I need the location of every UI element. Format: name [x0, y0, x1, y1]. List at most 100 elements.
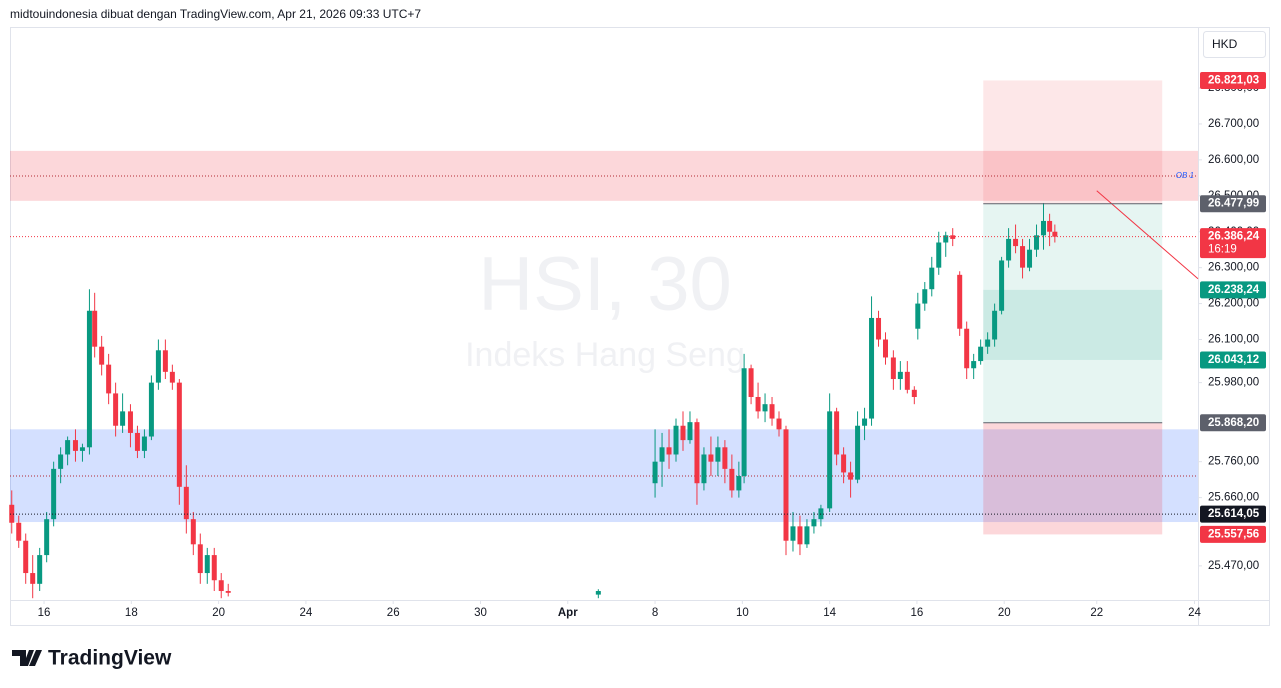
candle-body — [218, 580, 224, 592]
brand: TradingView — [48, 647, 172, 670]
candle-body — [848, 472, 854, 480]
candle-body — [762, 404, 768, 412]
candle-body — [776, 418, 782, 430]
y-tick-label: 25.660,00 — [1208, 492, 1259, 504]
candle-body — [827, 411, 833, 509]
candle-body — [595, 591, 601, 595]
y-tick-label: 25.980,00 — [1208, 377, 1259, 389]
candle-body — [971, 361, 977, 369]
x-tick-label: 30 — [474, 607, 487, 619]
x-tick-label: 8 — [652, 607, 658, 619]
candle-body — [16, 522, 22, 541]
price-label: 25.868,20 — [1208, 417, 1259, 429]
candle-body — [30, 573, 36, 584]
candle-body — [1047, 220, 1053, 232]
candle-body — [99, 346, 105, 365]
candle-body — [652, 461, 658, 484]
candle-body — [680, 425, 686, 441]
x-tick-label: 26 — [387, 607, 400, 619]
candle-body — [1034, 235, 1040, 250]
price-badge — [1200, 525, 1266, 543]
price-label: 26.386,24 — [1208, 231, 1260, 243]
header: midtouindonesia dibuat dengan TradingVie… — [10, 7, 421, 21]
candle-body — [957, 274, 963, 329]
zone — [983, 289, 1163, 360]
price-badge — [1200, 195, 1266, 213]
candle-body — [729, 468, 735, 491]
candle-body — [769, 404, 775, 419]
x-tick-label: 22 — [1090, 607, 1103, 619]
candle-body — [904, 371, 910, 390]
candle-body — [225, 591, 231, 593]
candle-body — [162, 350, 168, 372]
zone — [983, 80, 1163, 204]
currency[interactable]: HKD — [1212, 37, 1238, 51]
candle-body — [155, 350, 161, 383]
candle-body — [755, 396, 761, 412]
candle-body — [79, 447, 85, 451]
candle-body — [1006, 238, 1012, 261]
candle-body — [44, 519, 50, 556]
candle-body — [790, 526, 796, 541]
candle-body — [922, 289, 928, 304]
price-label: 26.043,12 — [1208, 354, 1259, 366]
x-tick-label: Apr — [558, 607, 578, 619]
x-tick-label: 16 — [38, 607, 51, 619]
candle-body — [113, 393, 119, 426]
candle-body — [666, 447, 672, 455]
y-tick-label: 25.760,00 — [1208, 456, 1259, 468]
logo — [12, 650, 42, 666]
candle-body — [9, 504, 15, 523]
candle-body — [211, 555, 217, 581]
candle-body — [783, 429, 789, 541]
candle-body — [23, 540, 29, 574]
price-label: 26.477,99 — [1208, 198, 1259, 210]
candle-body — [890, 357, 896, 380]
frame — [10, 27, 1270, 626]
candle-body — [736, 476, 742, 491]
candle-body — [876, 317, 882, 340]
price-badge — [1200, 351, 1266, 369]
candle-body — [65, 440, 71, 455]
candle-body — [148, 382, 154, 437]
candle-body — [1040, 220, 1046, 236]
candle-body — [51, 468, 57, 520]
candle-body — [936, 242, 942, 268]
price-label: 25.614,05 — [1208, 508, 1260, 520]
candle-body — [855, 425, 861, 480]
price-badge — [1200, 228, 1266, 259]
candle-body — [741, 368, 747, 477]
price-label: 26.238,24 — [1208, 284, 1260, 296]
candle-body — [834, 411, 840, 455]
x-tick-label: 18 — [125, 607, 138, 619]
price-badge — [1200, 505, 1266, 523]
candle-body — [862, 418, 868, 426]
candle-body — [708, 454, 714, 462]
candle-body — [1020, 246, 1026, 268]
currency-box[interactable] — [1203, 31, 1266, 58]
candle-body — [911, 389, 917, 397]
candle-body — [106, 364, 112, 394]
candle-body — [978, 346, 984, 362]
candle-body — [841, 454, 847, 473]
candle-body — [929, 267, 935, 290]
candle-body — [897, 371, 903, 380]
x-tick-label: 10 — [736, 607, 749, 619]
candle-body — [701, 454, 707, 484]
price-badge — [1200, 281, 1266, 299]
zone — [983, 422, 1163, 535]
price-badge — [1200, 71, 1266, 89]
candle-body — [58, 454, 64, 469]
x-tick-label: 24 — [1188, 607, 1201, 619]
candle-body — [169, 371, 175, 383]
candle-body — [72, 440, 78, 451]
candle-body — [659, 447, 665, 462]
price-label: 25.557,56 — [1208, 528, 1259, 540]
candle-body — [748, 368, 754, 397]
price-label: 26.821,03 — [1208, 74, 1259, 86]
candle-body — [1013, 238, 1019, 247]
candle-body — [804, 526, 810, 545]
candle-body — [915, 303, 921, 329]
candle-body — [127, 411, 133, 433]
candle-body — [141, 436, 147, 451]
